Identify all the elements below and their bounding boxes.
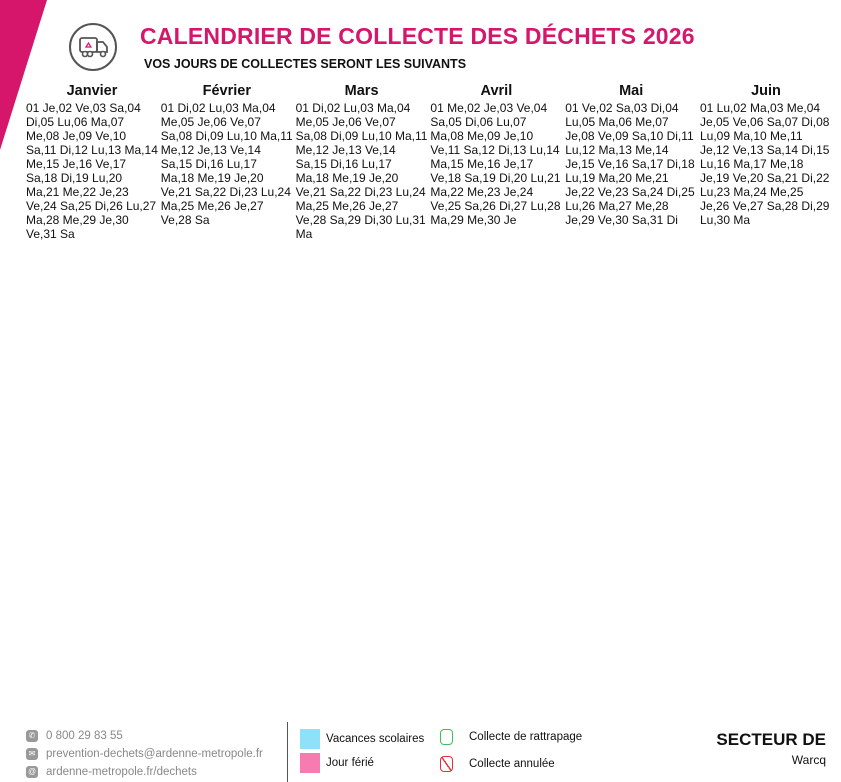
contact-email[interactable]: ✉ prevention-dechets@ardenne-metropole.fr (26, 748, 263, 760)
month-days: 01 Lu,02 Ma,03 Me,04 Je,05 Ve,06 Sa,07 D… (700, 101, 830, 227)
month-février: Février 01 Di,02 Lu,03 Ma,04 Me,05 Je,06 … (161, 82, 293, 227)
page-title: CALENDRIER DE COLLECTE DES DÉCHETS 2026 (140, 23, 695, 49)
secteur-label: SECTEUR DE (716, 730, 826, 749)
vacation-swatch (300, 729, 320, 749)
month-name: Avril (480, 83, 513, 99)
month-mai: Mai 01 Ve,02 Sa,03 Di,04 Lu,05 Ma,06 Me,0… (565, 82, 697, 227)
legend-label: Vacances scolaires (326, 733, 425, 745)
month-name: Mars (344, 83, 379, 99)
legend-rattrapage: Collecte de rattrapage (440, 729, 582, 745)
legend-label: Collecte de rattrapage (469, 731, 583, 743)
mail-icon: ✉ (26, 748, 38, 760)
month-juin: Juin 01 Lu,02 Ma,03 Me,04 Je,05 Ve,06 Sa,… (700, 82, 832, 227)
website-text: ardenne-metropole.fr/dechets (46, 766, 197, 778)
legend-label: Collecte annulée (469, 758, 555, 770)
legend-label: Jour férié (326, 757, 374, 769)
phone-text: 0 800 29 83 55 (46, 730, 123, 742)
month-avril: Avril 01 Me,02 Je,03 Ve,04 Sa,05 Di,06 Lu… (430, 82, 562, 227)
month-days: 01 Ve,02 Sa,03 Di,04 Lu,05 Ma,06 Me,07 J… (565, 101, 695, 227)
rattrapage-icon (440, 729, 453, 745)
month-name: Mai (619, 83, 644, 99)
brand-corner-shape (0, 0, 47, 150)
annulee-icon (440, 756, 453, 772)
legend-ferie: Jour férié (300, 753, 374, 773)
month-janvier: Janvier 01 Je,02 Ve,03 Sa,04 Di,05 Lu,06 … (26, 82, 158, 241)
month-days: 01 Di,02 Lu,03 Ma,04 Me,05 Je,06 Ve,07 S… (160, 101, 293, 227)
month-name: Février (202, 83, 251, 99)
month-days: 01 Me,02 Je,03 Ve,04 Sa,05 Di,06 Lu,07 M… (430, 101, 561, 227)
month-days: 01 Je,02 Ve,03 Sa,04 Di,05 Lu,06 Ma,07 M… (26, 101, 158, 241)
truck-logo-icon (69, 23, 117, 71)
email-text: prevention-dechets@ardenne-metropole.fr (46, 748, 263, 760)
holiday-swatch (300, 753, 320, 773)
page-subtitle: VOS JOURS DE COLLECTES SERONT LES SUIVAN… (144, 57, 467, 71)
contact-website[interactable]: @ ardenne-metropole.fr/dechets (26, 766, 197, 778)
legend-vacances: Vacances scolaires (300, 729, 424, 749)
month-name: Janvier (66, 83, 118, 99)
legend-annulee: Collecte annulée (440, 756, 555, 772)
footer-divider (287, 722, 288, 782)
month-mars: Mars 01 Di,02 Lu,03 Ma,04 Me,05 Je,06 Ve,… (296, 82, 428, 241)
globe-icon: @ (26, 766, 38, 778)
month-days: 01 Di,02 Lu,03 Ma,04 Me,05 Je,06 Ve,07 S… (295, 101, 428, 241)
secteur-name: Warcq (791, 753, 826, 767)
contact-phone[interactable]: ✆ 0 800 29 83 55 (26, 730, 123, 742)
phone-icon: ✆ (26, 730, 38, 742)
month-name: Juin (751, 83, 781, 99)
